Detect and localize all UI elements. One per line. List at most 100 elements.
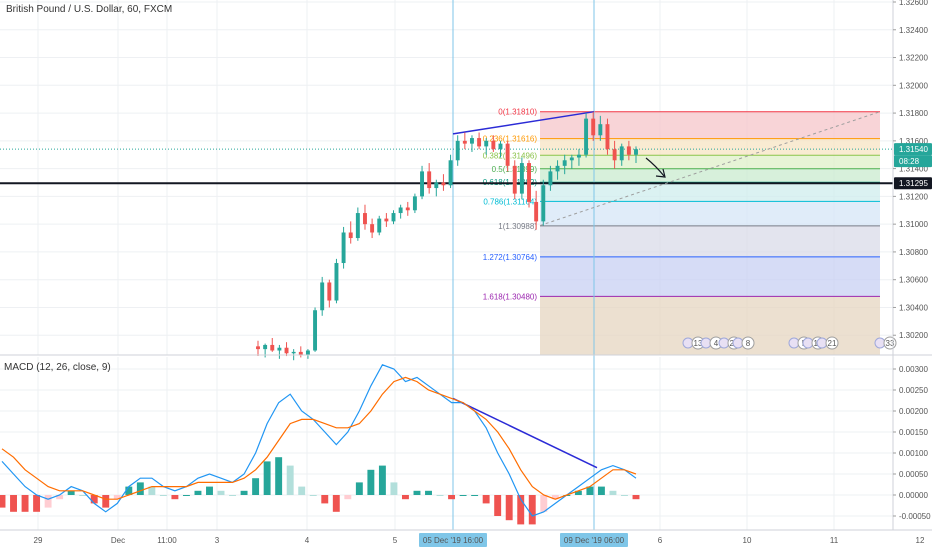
candle-body bbox=[405, 207, 410, 211]
macd-histogram-bar bbox=[632, 495, 640, 500]
price-axis-label: 1.30400 bbox=[899, 303, 928, 312]
time-axis-label: 4 bbox=[305, 536, 310, 545]
candle-body bbox=[363, 213, 367, 225]
candle-body bbox=[512, 165, 517, 194]
candle-body bbox=[491, 140, 496, 150]
price-axis-label: 1.31000 bbox=[899, 220, 928, 229]
macd-histogram-bar bbox=[459, 495, 467, 496]
macd-histogram-bar bbox=[113, 495, 121, 500]
price-tag-box bbox=[894, 155, 932, 168]
fib-level-label: 0(1.31810) bbox=[498, 108, 537, 117]
fib-zone bbox=[540, 138, 880, 156]
macd-histogram-bar bbox=[609, 490, 617, 495]
candle-body bbox=[591, 118, 596, 136]
candle-body bbox=[384, 218, 389, 222]
macd-axis[interactable]: 0.00300 0.00250 0.00200 0.00150 0.00100 0.000… bbox=[893, 365, 931, 521]
time-tag-box bbox=[419, 533, 487, 547]
macd-histogram-bar bbox=[309, 495, 317, 496]
fib-level-label: 1.272(1.30764) bbox=[483, 253, 538, 262]
time-tag-label: 05 Dec '19 16:00 bbox=[423, 536, 484, 545]
candle-body bbox=[334, 263, 339, 301]
time-axis[interactable]: 29 Dec 11:00 3 4 5 6 10 11 12 bbox=[34, 536, 925, 545]
time-axis-label: 11 bbox=[830, 536, 839, 545]
candle-body bbox=[519, 163, 524, 194]
candle-body bbox=[534, 201, 539, 222]
price-axis-label: 1.30800 bbox=[899, 248, 928, 257]
price-axis-label: 1.31800 bbox=[899, 109, 928, 118]
candle-body bbox=[284, 347, 289, 354]
fib-zone bbox=[540, 256, 880, 297]
macd-histogram-bar bbox=[551, 495, 559, 500]
candles bbox=[256, 111, 638, 361]
macd-histogram-bar bbox=[182, 495, 190, 496]
macd-histogram-bar bbox=[263, 461, 271, 495]
macd-histogram-bar bbox=[67, 490, 75, 495]
price-axis[interactable]: 1.32600 1.32400 1.32200 1.32000 1.31800 1.316… bbox=[893, 0, 928, 340]
macd-histogram-bar bbox=[206, 486, 213, 495]
time-axis-label: 10 bbox=[743, 536, 752, 545]
macd-histogram-bar bbox=[390, 482, 398, 495]
time-axis-label: 12 bbox=[916, 536, 925, 545]
candle-body bbox=[484, 140, 489, 147]
macd-histogram-bar bbox=[401, 495, 409, 500]
macd-histogram-bar bbox=[194, 490, 202, 495]
candle-body bbox=[320, 282, 325, 311]
candle-body bbox=[398, 207, 403, 214]
macd-histogram-bar bbox=[171, 495, 179, 500]
candle-body bbox=[612, 149, 617, 161]
candle-body bbox=[263, 344, 268, 350]
event-badges[interactable]: 1342485122133 bbox=[682, 336, 897, 350]
event-count-text: 8 bbox=[746, 339, 751, 348]
drawings bbox=[0, 0, 893, 530]
macd-histogram-bar bbox=[367, 469, 375, 495]
macd-histogram-bar bbox=[540, 495, 548, 512]
candle-body bbox=[527, 163, 531, 202]
macd-series-line bbox=[1, 364, 637, 517]
macd-histogram-bar bbox=[355, 482, 363, 495]
price-tag-label: 1.31540 bbox=[899, 145, 928, 154]
macd-histogram-bar bbox=[574, 490, 582, 495]
price-tags: 1.31540 08:28 1.31295 bbox=[894, 143, 932, 190]
candle-body bbox=[576, 154, 581, 158]
macd-histogram-bar bbox=[286, 465, 294, 495]
time-axis-label: Dec bbox=[111, 536, 125, 545]
candle-body bbox=[370, 224, 375, 233]
candle-body bbox=[584, 118, 589, 155]
macd-histogram-bar bbox=[56, 495, 64, 500]
price-tag-label: 1.31295 bbox=[899, 179, 928, 188]
macd-histogram-bar bbox=[44, 495, 52, 508]
candle-body bbox=[412, 196, 417, 211]
macd-histogram-bar bbox=[21, 495, 29, 512]
candle-body bbox=[498, 143, 503, 150]
macd-histogram-bar bbox=[125, 486, 133, 495]
time-axis-label: 29 bbox=[34, 536, 43, 545]
candle-body bbox=[541, 185, 546, 222]
candle-body bbox=[598, 124, 603, 136]
price-axis-label: 1.30600 bbox=[899, 276, 928, 285]
price-axis-label: 1.30200 bbox=[899, 331, 928, 340]
price-axis-label: 1.31200 bbox=[899, 192, 928, 201]
candle-body bbox=[355, 213, 360, 239]
price-axis-label: 1.32000 bbox=[899, 81, 928, 90]
macd-histogram-bar bbox=[90, 495, 98, 504]
price-tag-label: 08:28 bbox=[899, 157, 920, 166]
price-tag-box bbox=[894, 143, 932, 156]
fib-zone bbox=[540, 182, 880, 202]
macd-histogram-bar bbox=[159, 495, 167, 496]
candle-body bbox=[462, 140, 467, 144]
macd-histogram-bar bbox=[275, 457, 283, 495]
arrow-annotation bbox=[645, 157, 665, 177]
macd-histogram-bar bbox=[494, 495, 502, 516]
event-count-text: 13 bbox=[694, 339, 703, 348]
price-trendline bbox=[452, 110, 595, 135]
event-count-text: 33 bbox=[886, 339, 895, 348]
candle-body bbox=[569, 157, 574, 161]
candle-body bbox=[327, 282, 332, 301]
macd-histogram-bar bbox=[217, 490, 225, 495]
candle-body bbox=[605, 124, 610, 150]
fib-retracement[interactable]: 0(1.31810) 0.236(1.31616) 0.382(1.31496) 0.… bbox=[483, 108, 880, 355]
fib-level-label: 1.618(1.30480) bbox=[483, 292, 538, 301]
macd-histogram-bar bbox=[482, 495, 490, 504]
